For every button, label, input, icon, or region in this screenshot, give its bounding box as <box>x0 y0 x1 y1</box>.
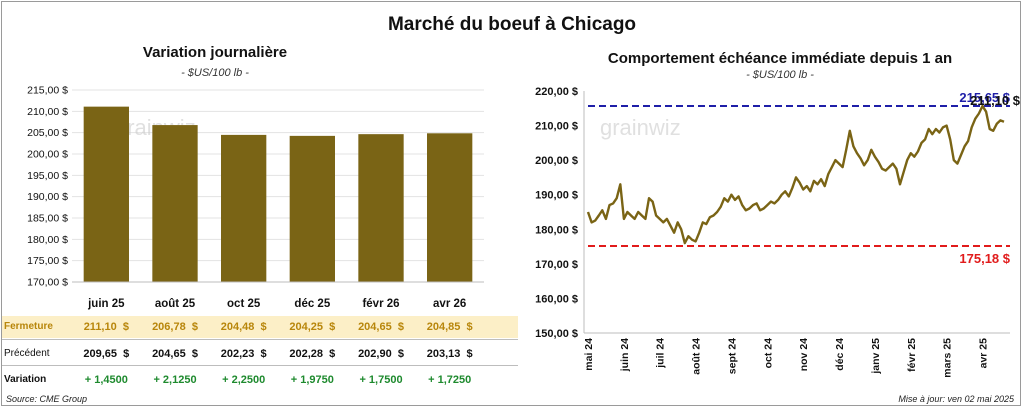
table-divider <box>2 339 518 340</box>
update-note: Mise à jour: ven 02 mai 2025 <box>898 394 1014 404</box>
bar <box>358 134 404 282</box>
variation-cell: + 1,9750 <box>290 374 334 386</box>
bar <box>289 135 335 282</box>
y-tick-label: 195,00 $ <box>27 170 68 182</box>
left-chart-unit: - $US/100 lb - <box>181 67 249 79</box>
precedent-cell: 209,65 $ <box>83 348 130 360</box>
bar <box>83 106 129 282</box>
x-tick-label: févr 26 <box>362 298 399 310</box>
fermeture-cell: 206,78 $ <box>152 321 198 333</box>
y-tick-label: 170,00 $ <box>27 277 68 289</box>
variation-row-label: Variation <box>4 374 47 385</box>
x-tick-label: juin 25 <box>87 298 125 310</box>
x-tick-label: août 25 <box>155 298 196 310</box>
precedent-cell: 202,28 $ <box>289 348 336 360</box>
bar <box>152 125 198 283</box>
right-chart-title: Comportement échéance immédiate depuis 1… <box>607 50 953 67</box>
precedent-cell: 202,23 $ <box>220 348 267 360</box>
y-tick-label: 185,00 $ <box>27 213 68 225</box>
precedent-cell: 204,65 $ <box>152 348 198 360</box>
fermeture-row-label: Fermeture <box>4 321 53 332</box>
left-bar-chart: 170,00 $ 175,00 $ 180,00 $ 185,00 $ 190,00 $… <box>27 85 484 310</box>
precedent-cell: 202,90 $ <box>358 348 404 360</box>
y-tick-label: 180,00 $ <box>27 234 68 246</box>
variation-cell: + 1,7250 <box>428 374 472 386</box>
left-chart-title: Variation journalière <box>142 44 288 61</box>
fermeture-cell: 204,25 $ <box>289 321 336 333</box>
variation-cell: + 2,2500 <box>222 374 266 386</box>
y-tick-label: 215,00 $ <box>27 85 68 97</box>
bar <box>221 134 267 282</box>
x-tick-label: avr 26 <box>433 298 466 310</box>
source-note: Source: CME Group <box>6 394 88 404</box>
table-divider <box>2 365 518 366</box>
fermeture-cell: 204,48 $ <box>220 321 267 333</box>
fermeture-cell: 204,65 $ <box>358 321 404 333</box>
y-tick-label: 205,00 $ <box>27 127 68 139</box>
y-tick-label: 175,00 $ <box>27 255 68 267</box>
main-title: Marché du boeuf à Chicago <box>387 14 637 35</box>
x-tick-label: déc 25 <box>294 298 330 310</box>
fermeture-cell: 211,10 $ <box>83 321 129 333</box>
right-chart-unit: - $US/100 lb - <box>746 69 814 81</box>
variation-cell: + 2,1250 <box>153 374 197 386</box>
x-tick-label: oct 25 <box>227 298 261 310</box>
bar <box>427 133 473 282</box>
fermeture-cell: 204,85 $ <box>426 321 473 333</box>
precedent-cell: 203,13 $ <box>426 348 473 360</box>
y-tick-label: 200,00 $ <box>27 149 68 161</box>
precedent-row-label: Précédent <box>4 348 50 359</box>
y-tick-label: 190,00 $ <box>27 191 68 203</box>
variation-cell: + 1,4500 <box>84 374 128 386</box>
fermeture-row-bg <box>2 316 518 338</box>
variation-cell: + 1,7500 <box>359 374 403 386</box>
y-tick-label: 210,00 $ <box>27 106 68 118</box>
